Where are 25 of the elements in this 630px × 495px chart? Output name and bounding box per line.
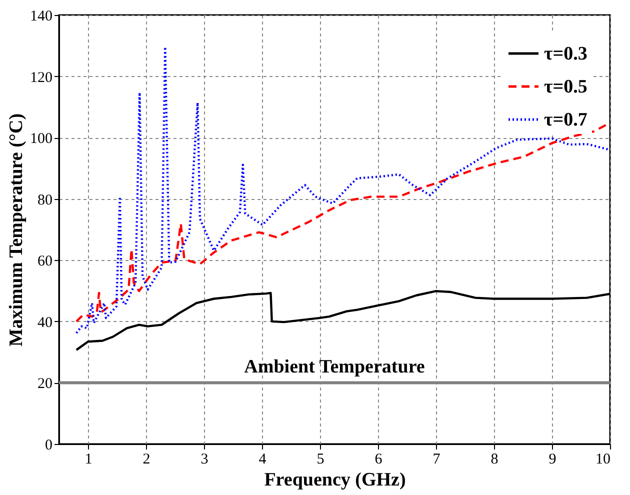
x-tick-label: 5 [316, 452, 324, 468]
x-tick-label: 4 [258, 452, 267, 468]
y-tick-label: 100 [30, 131, 52, 148]
legend-label: τ=0.5 [544, 76, 588, 98]
line-series [75, 46, 610, 334]
y-tick-label: 20 [38, 376, 52, 392]
x-tick-label: 1 [84, 452, 92, 468]
ref-line-label: Ambient Temperature [244, 356, 425, 378]
y-tick-label: 120 [30, 70, 52, 86]
x-tick-label: 3 [200, 452, 208, 468]
x-tick-label: 10 [596, 452, 610, 468]
legend-label: τ=0.7 [544, 110, 588, 130]
x-tick-label: 2 [142, 452, 150, 468]
y-tick-label: 0 [45, 438, 52, 454]
x-tick-label: 6 [374, 452, 383, 468]
x-tick-label: 9 [548, 452, 556, 468]
x-tick-label: 7 [432, 452, 441, 468]
y-tick-label: 140 [30, 8, 52, 24]
y-tick-label: 80 [38, 192, 52, 208]
y-axis-title: Maximum Temperature (°C) [6, 113, 27, 347]
y-tick-label: 40 [38, 314, 52, 331]
x-tick-label: 8 [490, 452, 498, 468]
x-axis-title: Frequency (GHz) [264, 470, 406, 490]
y-tick-label: 60 [38, 254, 52, 270]
legend-label: τ=0.3 [544, 44, 588, 64]
